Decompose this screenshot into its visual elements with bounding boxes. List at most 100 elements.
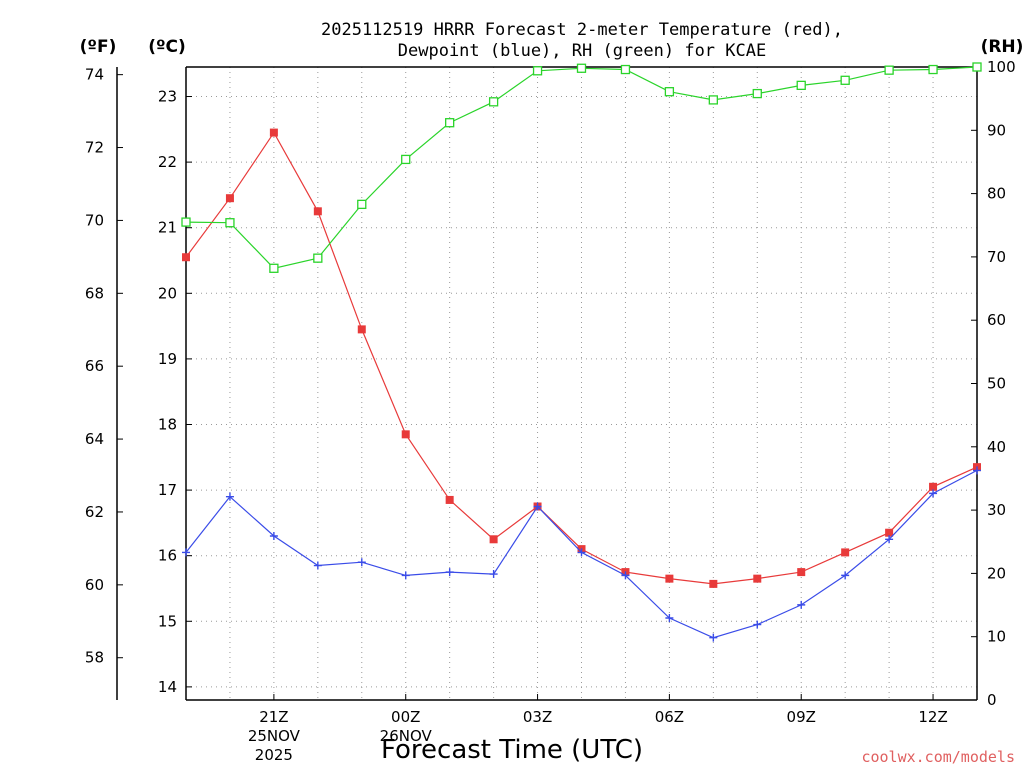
rh-point bbox=[884, 65, 894, 75]
temperature-point bbox=[313, 207, 322, 216]
dewpoint-point bbox=[973, 466, 981, 475]
temperature-point bbox=[401, 430, 410, 439]
rh-tick-label: 80 bbox=[987, 185, 1006, 203]
rh-point bbox=[532, 66, 543, 76]
temperature-point bbox=[929, 482, 938, 491]
rh-point bbox=[225, 218, 235, 228]
rh-point bbox=[181, 217, 191, 227]
rh-point bbox=[620, 64, 631, 75]
x-tick-label: 12Z bbox=[918, 708, 947, 726]
dewpoint-point bbox=[401, 571, 410, 580]
x-tick-label: 06Z bbox=[655, 708, 684, 726]
dewpoint-point bbox=[753, 620, 762, 629]
chart-title-line2: Dewpoint (blue), RH (green) for KCAE bbox=[398, 41, 766, 61]
dewpoint-point bbox=[445, 568, 454, 577]
celsius-tick-label: 15 bbox=[158, 612, 177, 630]
dewpoint-point bbox=[269, 532, 278, 541]
dewpoint-point bbox=[885, 535, 894, 544]
celsius-tick-label: 17 bbox=[158, 481, 177, 499]
x-tick-label: 03Z bbox=[523, 708, 552, 726]
rh-tick-label: 20 bbox=[987, 564, 1006, 582]
rh-point bbox=[269, 263, 279, 273]
temperature-point bbox=[225, 194, 234, 203]
x-date-label: 25NOV bbox=[248, 727, 301, 745]
rh-point bbox=[445, 118, 455, 128]
celsius-tick-label: 14 bbox=[158, 678, 177, 696]
dewpoint-point bbox=[225, 492, 234, 501]
rh-point bbox=[972, 62, 982, 72]
rh-tick-label: 60 bbox=[987, 311, 1006, 329]
series-layer bbox=[181, 62, 982, 642]
rh-tick-label: 10 bbox=[987, 628, 1006, 646]
grid-layer bbox=[186, 67, 977, 700]
dewpoint-point bbox=[182, 548, 190, 557]
temperature-point bbox=[445, 495, 454, 504]
dewpoint-point bbox=[489, 570, 498, 579]
rh-unit-label: (RH) bbox=[981, 37, 1024, 57]
rh-tick-label: 40 bbox=[987, 438, 1006, 456]
x-tick-label: 09Z bbox=[787, 708, 816, 726]
credit-link[interactable]: coolwx.com/models bbox=[861, 748, 1015, 766]
celsius-tick-label: 18 bbox=[158, 415, 177, 433]
temperature-point bbox=[841, 548, 850, 557]
temperature-point bbox=[665, 574, 674, 583]
dewpoint-point bbox=[533, 502, 542, 511]
axis-layer: 74 72 70 68 66 64 62 60 58 23 22 21 20 19 18 17 16 15 14 10… bbox=[85, 58, 1016, 764]
rh-point bbox=[664, 87, 675, 97]
temperature-point bbox=[357, 325, 366, 334]
rh-point bbox=[313, 253, 323, 263]
fahrenheit-tick-label: 66 bbox=[85, 357, 104, 375]
rh-point bbox=[357, 199, 367, 210]
rh-tick-label: 90 bbox=[987, 121, 1006, 139]
x-year-label: 2025 bbox=[255, 746, 293, 764]
rh-point bbox=[928, 64, 938, 75]
x-axis-title: Forecast Time (UTC) bbox=[381, 735, 643, 765]
rh-tick-label: 0 bbox=[987, 691, 997, 709]
dewpoint-point bbox=[665, 614, 674, 623]
fahrenheit-tick-label: 58 bbox=[85, 649, 104, 667]
temperature-point bbox=[489, 535, 498, 544]
dewpoint-point bbox=[621, 571, 630, 580]
temperature-point bbox=[709, 579, 718, 588]
rh-tick-label: 70 bbox=[987, 248, 1006, 266]
dewpoint-point bbox=[357, 558, 366, 567]
celsius-tick-label: 19 bbox=[158, 350, 177, 368]
rh-tick-label: 100 bbox=[987, 58, 1016, 76]
celsius-tick-label: 16 bbox=[158, 547, 177, 565]
fahrenheit-tick-label: 68 bbox=[85, 284, 104, 302]
rh-point bbox=[576, 63, 587, 73]
temperature-point bbox=[182, 253, 190, 262]
temperature-series-line bbox=[185, 131, 978, 585]
celsius-tick-label: 23 bbox=[158, 88, 177, 106]
fahrenheit-tick-label: 60 bbox=[85, 576, 104, 594]
x-tick-label: 21Z bbox=[259, 708, 288, 726]
celsius-unit-label: (ºC) bbox=[148, 37, 186, 57]
rh-tick-label: 50 bbox=[987, 375, 1006, 393]
rh-point bbox=[401, 154, 411, 165]
x-tick-label: 00Z bbox=[391, 708, 420, 726]
fahrenheit-tick-label: 72 bbox=[85, 139, 104, 157]
fahrenheit-tick-label: 62 bbox=[85, 503, 104, 521]
celsius-tick-label: 21 bbox=[158, 219, 177, 237]
rh-point bbox=[840, 75, 850, 85]
chart-title-line1: 2025112519 HRRR Forecast 2-meter Tempera… bbox=[321, 20, 843, 40]
rh-point bbox=[796, 80, 806, 91]
dewpoint-point bbox=[313, 561, 322, 570]
dewpoint-point bbox=[709, 633, 718, 642]
temperature-point bbox=[797, 568, 806, 577]
fahrenheit-tick-label: 70 bbox=[85, 211, 104, 229]
temperature-point bbox=[753, 574, 762, 583]
fahrenheit-unit-label: (ºF) bbox=[80, 37, 117, 57]
dewpoint-point bbox=[929, 489, 938, 498]
dewpoint-point bbox=[577, 548, 586, 557]
dewpoint-point bbox=[841, 571, 850, 580]
fahrenheit-tick-label: 74 bbox=[85, 66, 104, 84]
rh-point bbox=[488, 97, 499, 107]
temperature-point bbox=[269, 128, 278, 137]
rh-tick-label: 30 bbox=[987, 501, 1006, 519]
celsius-tick-label: 20 bbox=[158, 284, 177, 302]
x-date-label: 26NOV bbox=[380, 727, 433, 745]
temperature-point bbox=[885, 528, 894, 537]
rh-point bbox=[708, 95, 718, 105]
